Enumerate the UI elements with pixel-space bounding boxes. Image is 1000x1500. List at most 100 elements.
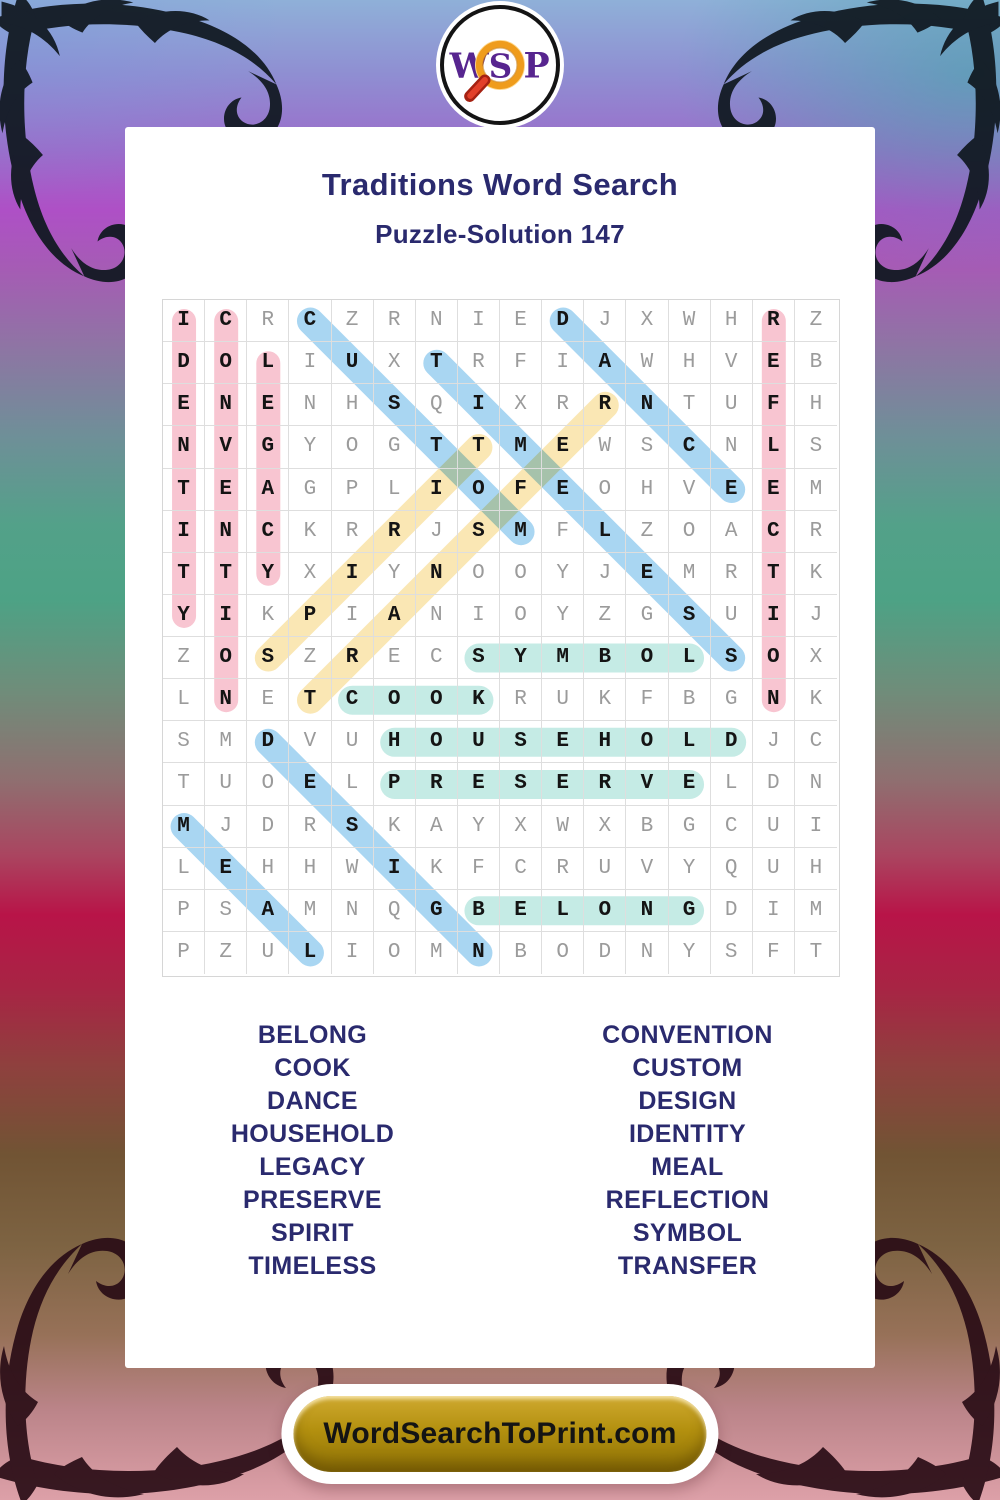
page-title: Traditions Word Search	[321, 167, 679, 202]
wsp-logo-badge: W P S	[440, 5, 560, 125]
grid-cell: R	[457, 342, 500, 385]
grid-cell: F	[752, 384, 795, 427]
word-list: BELONG COOK DANCE HOUSEHOLD LEGACY PRESERVE SP…	[125, 1019, 875, 1283]
grid-cell: O	[626, 637, 669, 680]
grid-cell: U	[584, 847, 627, 890]
site-button[interactable]: WordSearchToPrint.com	[293, 1396, 707, 1472]
grid-cell: E	[500, 889, 543, 932]
grid-cell: M	[794, 469, 837, 511]
grid-cell: W	[331, 847, 374, 890]
grid-cell: P	[373, 763, 416, 806]
grid-cell: Q	[710, 847, 753, 890]
grid-cell: Z	[794, 300, 837, 343]
word-list-item: TRANSFER	[617, 1252, 758, 1280]
grid-cell: V	[710, 342, 753, 385]
grid-cell: B	[457, 889, 500, 932]
grid-cell: H	[331, 384, 374, 427]
word-list-left: BELONG COOK DANCE HOUSEHOLD LEGACY PRESERVE SP…	[125, 1019, 500, 1283]
grid-cell: V	[626, 763, 669, 806]
grid-cell: I	[415, 468, 458, 511]
grid-cell: M	[794, 890, 837, 932]
grid-cell: I	[457, 594, 500, 637]
grid-cell: R	[415, 763, 458, 806]
grid-cell: S	[163, 721, 206, 764]
grid-cell: J	[584, 300, 627, 343]
grid-cell: F	[500, 342, 543, 385]
grid-cell: N	[626, 384, 669, 427]
grid-cell: R	[331, 510, 374, 553]
grid-cell: X	[289, 552, 332, 595]
grid-cell: T	[415, 426, 458, 469]
grid-cell: I	[332, 931, 374, 974]
grid-cell: M	[416, 931, 458, 974]
grid-cell: U	[457, 721, 500, 764]
grid-cell: J	[415, 510, 458, 553]
grid-cell: S	[373, 384, 416, 427]
grid-cell: R	[373, 510, 416, 553]
grid-cell: E	[247, 679, 290, 722]
grid-cell: R	[289, 805, 332, 848]
grid-cell: K	[289, 510, 332, 553]
grid-cell: T	[752, 552, 795, 595]
grid-cell: I	[331, 594, 374, 637]
grid-cell: L	[163, 679, 206, 722]
word-list-item: CONVENTION	[602, 1021, 773, 1049]
grid-cell: A	[584, 342, 627, 385]
grid-cell: J	[205, 805, 248, 848]
grid-cell: G	[668, 805, 711, 848]
grid-cell: E	[752, 342, 795, 385]
grid-cell: C	[415, 637, 458, 680]
grid-cell: G	[626, 594, 669, 637]
grid-cell: I	[331, 552, 374, 595]
grid-cell: U	[205, 763, 248, 806]
grid-cell: N	[205, 384, 248, 427]
grid-cell: O	[542, 931, 585, 974]
word-list-item: LEGACY	[259, 1153, 366, 1181]
grid-cell: C	[710, 805, 753, 848]
grid-cell: E	[289, 763, 332, 806]
grid-cell: U	[752, 805, 795, 848]
grid-cell: W	[542, 805, 585, 848]
grid-cell: Y	[668, 847, 711, 890]
grid-cell: K	[373, 805, 416, 848]
grid-cell: E	[542, 426, 585, 469]
word-list-item: PRESERVE	[243, 1186, 382, 1214]
grid-cell: H	[794, 848, 837, 890]
grid-cell: E	[247, 384, 290, 427]
grid-cell: V	[205, 426, 248, 469]
grid-cell: G	[373, 426, 416, 469]
word-list-item: BELONG	[257, 1021, 368, 1049]
grid-cell: Y	[542, 552, 585, 595]
grid-cell: D	[247, 721, 290, 764]
grid-cell: W	[584, 426, 627, 469]
grid-cell: C	[289, 300, 332, 343]
grid-cell: B	[584, 637, 627, 680]
grid-cell: T	[205, 552, 248, 595]
grid-cell: G	[668, 889, 711, 932]
grid-cell: O	[500, 594, 543, 637]
grid-cell: R	[331, 637, 374, 680]
grid-cell: G	[710, 679, 753, 722]
grid-cell: N	[289, 384, 332, 427]
grid-cell: R	[584, 384, 627, 427]
grid-cell: D	[710, 721, 753, 764]
word-list-item: DANCE	[267, 1087, 358, 1115]
grid-cell: S	[331, 805, 374, 848]
grid-cell: Y	[457, 805, 500, 848]
grid-cell: Y	[373, 552, 416, 595]
grid-cell: C	[331, 679, 374, 722]
grid-cell: L	[163, 847, 206, 890]
grid-cell: H	[794, 384, 837, 427]
grid-cell: C	[500, 847, 543, 890]
grid-cell: U	[331, 342, 374, 385]
grid-cell: X	[584, 805, 627, 848]
grid-cell: T	[163, 763, 206, 806]
grid-cell: N	[794, 763, 837, 806]
grid-cell: X	[373, 342, 416, 385]
grid-cell: N	[331, 889, 374, 932]
grid-cell: L	[752, 426, 795, 469]
grid-cell: I	[373, 847, 416, 890]
word-list-item: COOK	[274, 1054, 351, 1082]
